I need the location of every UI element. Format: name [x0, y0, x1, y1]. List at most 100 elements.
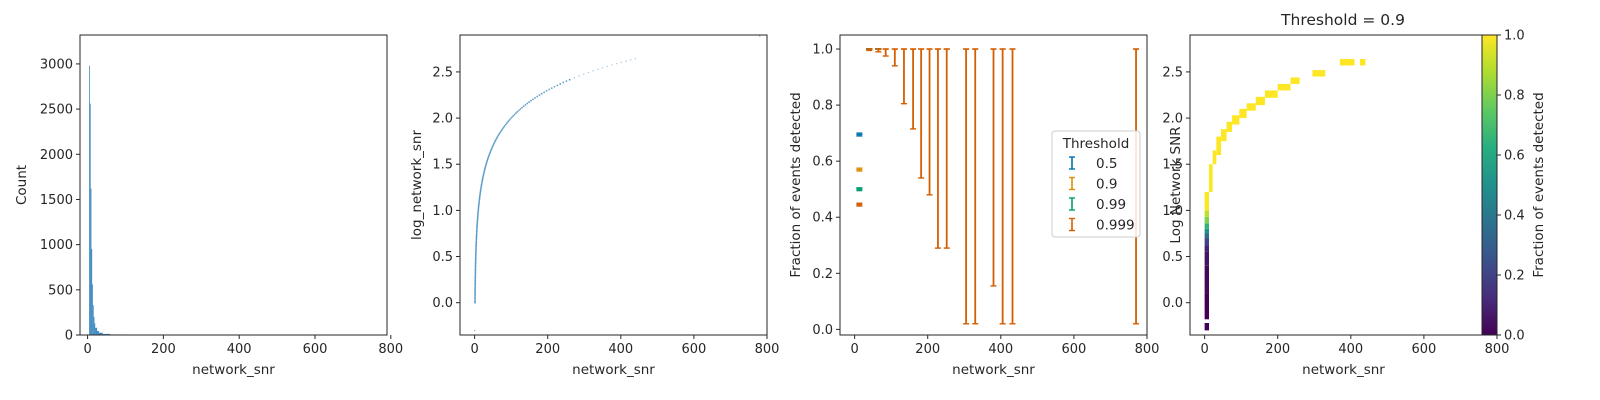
scatter-point — [488, 152, 491, 155]
scatter-point — [475, 239, 478, 241]
scatter-point — [512, 115, 515, 117]
scatter-point — [477, 204, 480, 207]
heatmap-ytick-label: 1.0 — [1162, 204, 1183, 219]
hist-x-ticks: 0 200 400 600 800 — [83, 335, 403, 357]
fraction-y-ticks: 0.0 0.2 0.4 0.6 0.8 1.0 — [812, 43, 840, 338]
histogram-bar — [98, 332, 103, 335]
scatter-point — [477, 211, 480, 214]
scatter-point — [481, 179, 484, 181]
scatter-point — [488, 154, 491, 156]
scatter-point — [474, 285, 477, 287]
scatter-point — [474, 253, 477, 255]
scatter-point — [477, 212, 479, 215]
legend-label: 0.5 — [1096, 156, 1117, 172]
scatter-point — [620, 61, 623, 64]
scatter-point — [474, 296, 476, 299]
heatmap-cell — [1212, 150, 1217, 165]
scatter-point — [474, 280, 477, 283]
scatter-point — [475, 250, 477, 253]
scatter-point — [758, 35, 761, 37]
scatter-point — [477, 209, 480, 212]
hist-ytick-label: 500 — [48, 283, 73, 298]
histogram-bar — [102, 333, 111, 335]
scatter-point — [507, 120, 510, 123]
scatter-point — [474, 282, 477, 285]
scatter-point — [474, 329, 476, 332]
scatter-point — [521, 106, 523, 109]
scatter-point — [480, 181, 483, 184]
scatter-point — [528, 101, 531, 103]
log-xtick-label: 600 — [681, 342, 706, 357]
scatter-point — [480, 184, 483, 187]
scatter-point — [478, 202, 480, 205]
scatter-point — [475, 241, 478, 244]
scatter-point — [501, 127, 504, 130]
legend-title: Threshold — [1062, 136, 1130, 152]
scatter-point — [477, 205, 480, 208]
scatter-point — [514, 112, 517, 115]
heatmap-cell — [1204, 323, 1210, 331]
hist-xtick-label: 400 — [227, 342, 252, 357]
hist-xlabel: network_snr — [192, 362, 275, 378]
scatter-point — [489, 151, 492, 154]
log-ytick-label: 0.5 — [432, 250, 453, 265]
log-ylabel: log_network_snr — [409, 130, 425, 240]
hist-ytick-label: 1000 — [40, 238, 73, 253]
fraction-x-ticks: 0 200 400 600 800 — [850, 335, 1159, 357]
scatter-point — [634, 57, 637, 60]
scatter-point — [474, 290, 477, 293]
scatter-point — [519, 108, 522, 110]
scatter-point — [483, 170, 486, 173]
scatter-point — [474, 259, 477, 262]
log-x-ticks: 0 200 400 600 800 — [470, 335, 779, 357]
heatmap-cell — [1204, 238, 1210, 246]
scatter-point — [568, 79, 571, 81]
scatter-point — [474, 275, 477, 278]
scatter-point — [553, 85, 556, 88]
scatter-point — [476, 220, 479, 223]
scatter-point — [509, 117, 512, 120]
scatter-point — [475, 232, 478, 234]
hist-ytick-label: 2000 — [40, 148, 73, 163]
scatter-point — [486, 158, 489, 161]
scatter-point — [524, 103, 527, 106]
scatter-point — [497, 134, 500, 137]
colorbar-tick-label: 0.4 — [1504, 209, 1525, 224]
scatter-point — [478, 200, 481, 202]
scatter-point — [513, 113, 516, 116]
scatter-point — [476, 225, 478, 227]
scatter-point — [503, 124, 506, 127]
scatter-point — [499, 130, 502, 133]
scatter-point — [475, 234, 478, 237]
scatter-point — [474, 271, 477, 273]
scatter-point — [479, 191, 482, 194]
fraction-plot-frame — [839, 34, 1148, 336]
heatmap-cell — [1204, 293, 1210, 320]
scatter-point — [476, 226, 478, 229]
scatter-point — [474, 261, 477, 264]
scatter-point — [545, 90, 548, 92]
heatmap-ylabel: Log Network SNR — [1168, 126, 1184, 243]
heatmap-cell — [1221, 129, 1227, 142]
colorbar-tick-label: 0.0 — [1504, 329, 1525, 344]
hist-xtick-label: 600 — [303, 342, 328, 357]
scatter-point — [493, 141, 496, 144]
log-xtick-label: 0 — [470, 342, 478, 357]
scatter-point — [481, 180, 484, 183]
heatmap-cell — [1204, 216, 1210, 224]
scatter-point — [477, 207, 480, 209]
scatter-point — [480, 187, 482, 190]
scatter-point — [611, 64, 613, 66]
hist-ytick-label: 2500 — [40, 103, 73, 118]
hist-xtick-label: 0 — [83, 342, 91, 357]
scatter-point — [474, 273, 477, 276]
fraction-xtick-label: 0 — [850, 342, 858, 357]
panel-threshold-heatmap: Threshold = 0.9 0 200 400 600 800 0.0 0.5 1.0 1… — [1162, 11, 1547, 378]
scatter-point — [481, 177, 484, 180]
scatter-point — [485, 162, 488, 165]
heatmap-ytick-label: 2.0 — [1162, 112, 1183, 127]
scatter-point — [479, 194, 481, 197]
colorbar-tick-label: 0.8 — [1504, 89, 1525, 104]
scatter-point — [474, 272, 477, 275]
